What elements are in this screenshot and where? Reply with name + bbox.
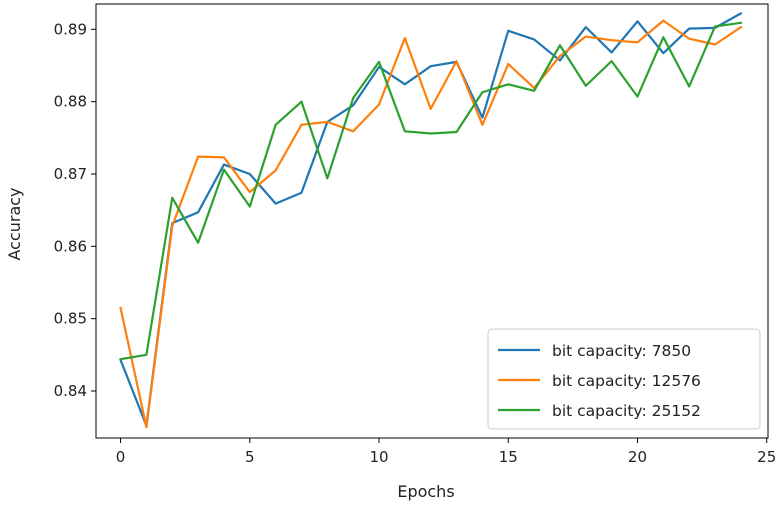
y-tick-label: 0.89 [54, 20, 87, 38]
series-line-bit-capacity-12576 [119, 19, 743, 429]
y-tick-label: 0.84 [54, 382, 87, 400]
y-tick-label: 0.87 [54, 165, 87, 183]
x-axis-label: Epochs [397, 482, 454, 501]
legend-label-12576: bit capacity: 12576 [552, 372, 701, 390]
axis-ticks: 0 5 10 15 20 25 0.84 0.85 0.86 0.87 0.88 0.89 [54, 20, 776, 466]
legend: bit capacity: 7850 bit capacity: 12576 b… [487, 328, 761, 430]
legend-box [487, 328, 761, 430]
legend-label-7850: bit capacity: 7850 [552, 342, 691, 360]
x-tick-label: 5 [245, 448, 255, 466]
x-tick-label: 15 [499, 448, 518, 466]
x-tick-label: 0 [116, 448, 126, 466]
y-tick-label: 0.88 [54, 93, 87, 111]
x-tick-label: 25 [757, 448, 776, 466]
legend-label-25152: bit capacity: 25152 [552, 402, 701, 420]
series-line-bit-capacity-25152 [119, 21, 743, 361]
x-tick-label: 10 [369, 448, 388, 466]
y-tick-label: 0.86 [54, 237, 87, 255]
plot-frame [95, 3, 769, 439]
y-tick-label: 0.85 [54, 310, 87, 328]
series-line-bit-capacity-7850 [119, 11, 743, 427]
y-axis-label: Accuracy [5, 187, 24, 260]
x-tick-label: 20 [628, 448, 647, 466]
series-lines [119, 11, 743, 429]
